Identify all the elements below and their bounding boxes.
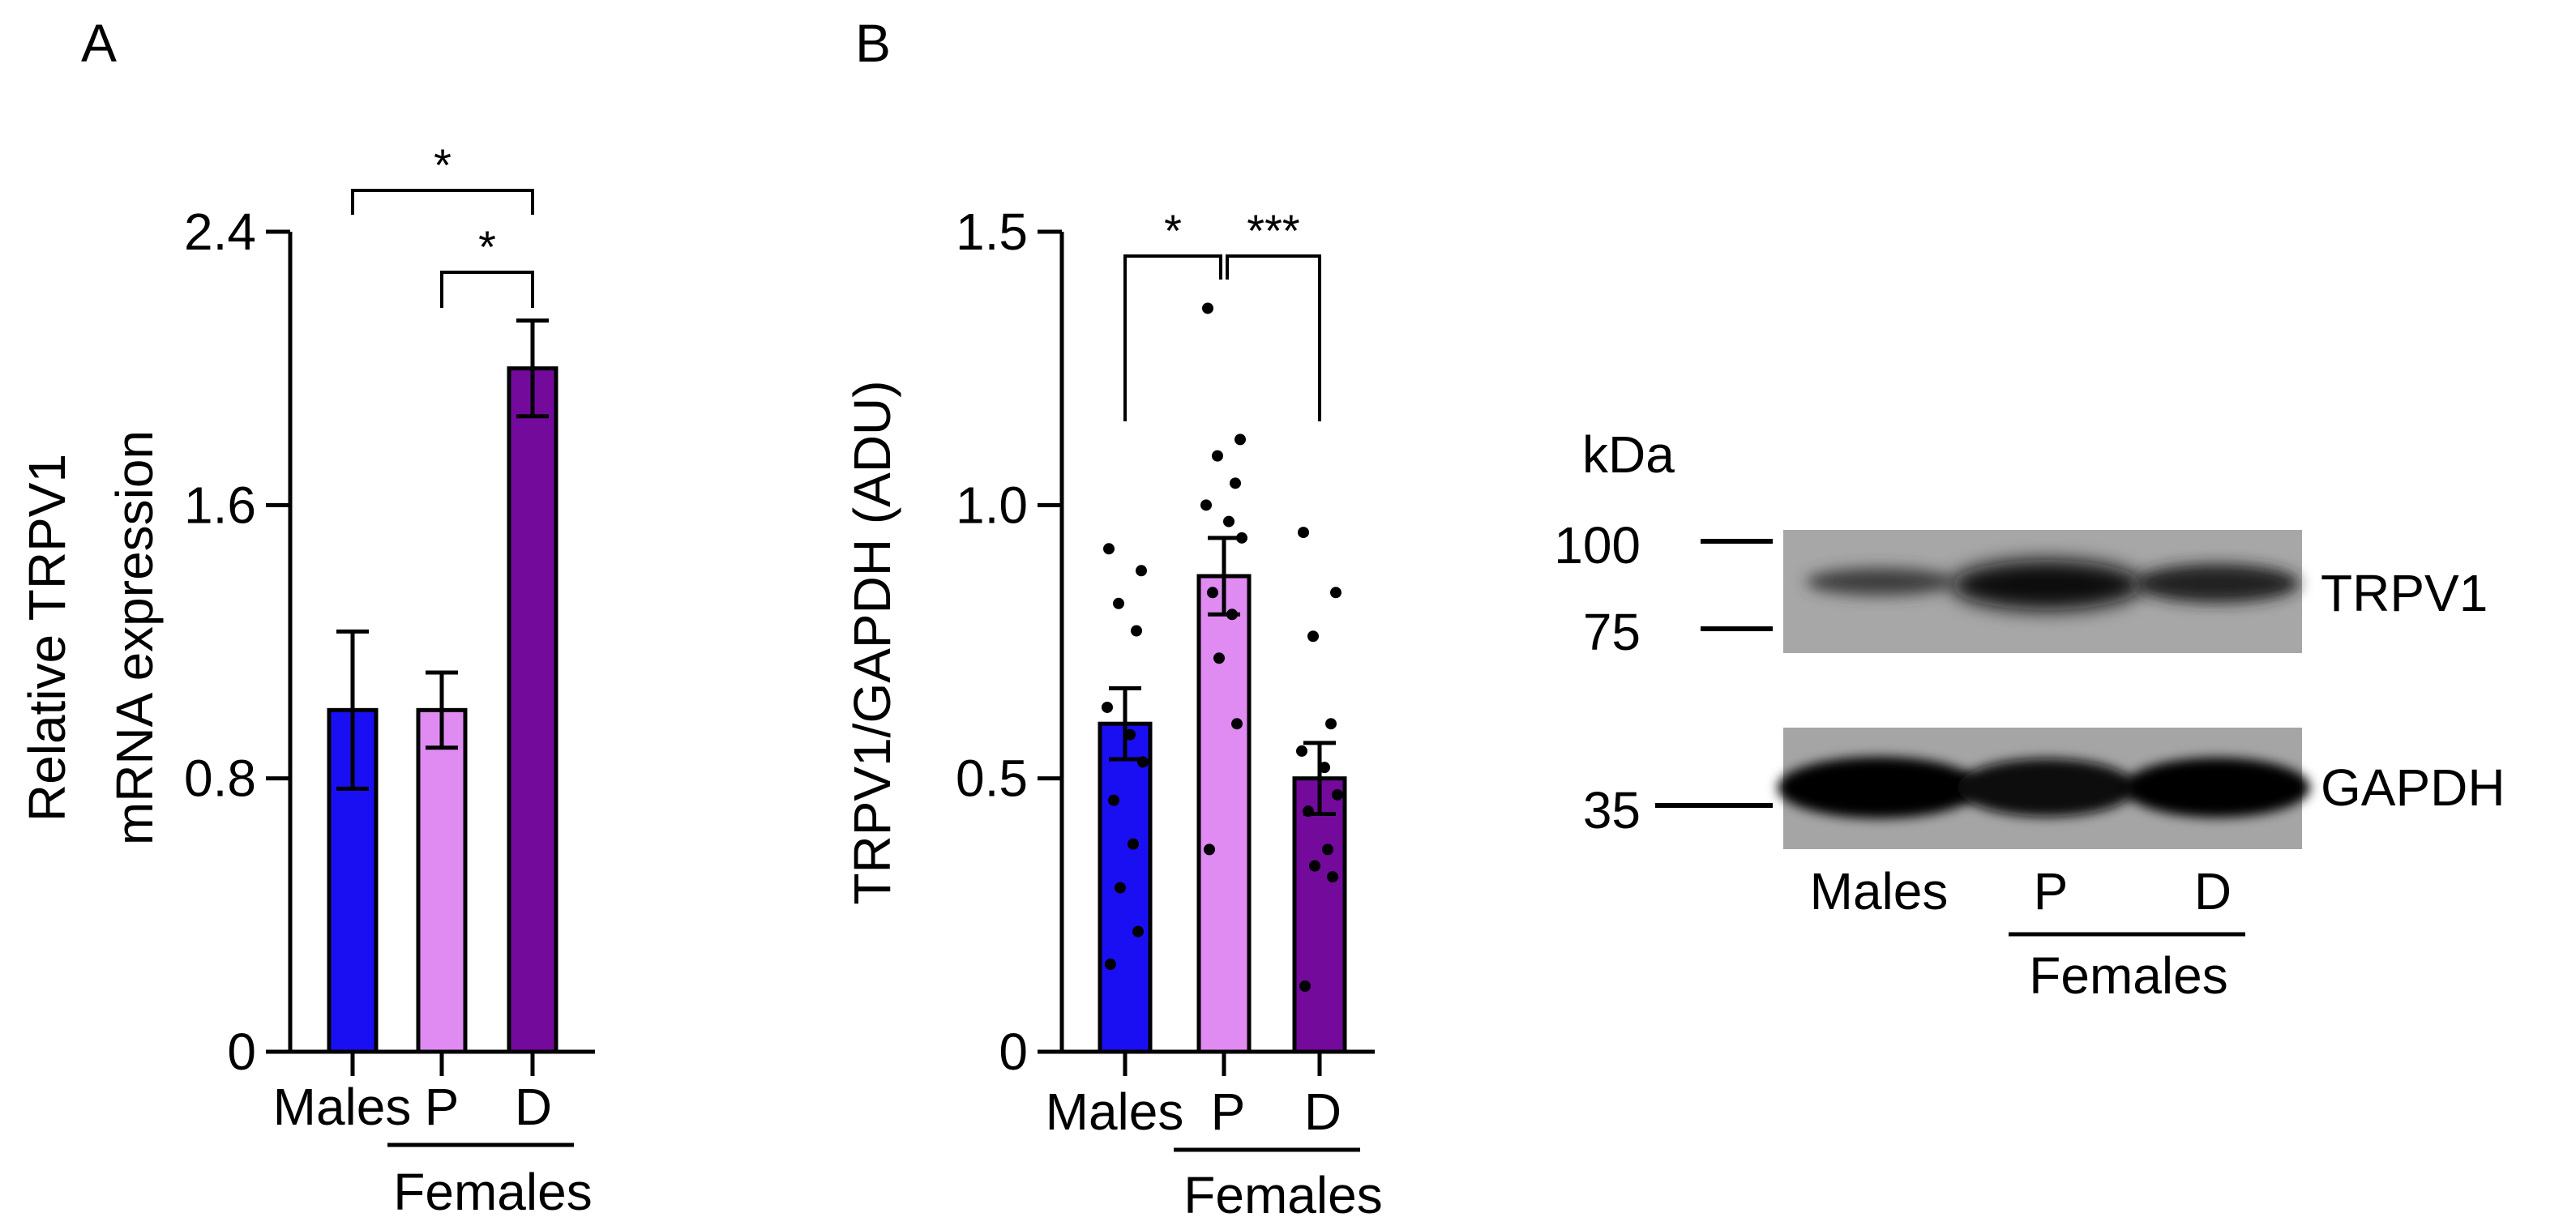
xtick-label-d: D [515,1078,552,1136]
data-point [1332,788,1343,801]
xtick-label-d: D [1304,1083,1341,1141]
data-point [1296,745,1307,757]
chart-a-ylabel-line2: mRNA expression [105,430,164,845]
ytick-label: 0 [227,1023,256,1081]
western-blot: kDa 100 75 35 TRPV1 GAPDH Males P D Fema… [1554,425,2505,1005]
data-point [1307,630,1319,643]
marker-100-label: 100 [1554,516,1641,574]
data-point [1105,959,1116,971]
gapdh-band-label: GAPDH [2321,758,2505,817]
bar-p [1196,574,1252,1054]
significance-bracket [440,271,534,308]
marker-75-label: 75 [1583,603,1641,661]
ytick-label: 0.8 [184,750,256,808]
data-point [1200,499,1212,511]
data-point [1115,882,1126,894]
xtick-label-p: P [425,1078,460,1136]
data-point [1132,925,1144,937]
data-point [1327,871,1338,883]
data-point [1108,794,1119,806]
data-point [1299,980,1311,993]
data-point [1131,625,1142,637]
data-point [1330,587,1341,599]
significance-bracket [1226,254,1321,421]
gapdh-blot-strip [1778,728,2310,849]
significance-bracket [1123,254,1222,421]
panel-a-label: A [81,13,117,73]
trpv1-blot-strip [1783,530,2302,653]
ytick-label: 1.6 [184,476,256,534]
data-point [1103,543,1115,555]
trpv1-band-label: TRPV1 [2321,564,2488,622]
data-point [1236,532,1247,544]
data-point [1235,433,1246,446]
data-point [1322,843,1333,856]
significance-label: * [1164,205,1182,256]
chart-b-ylabel: TRPV1/GAPDH (ADU) [843,380,901,904]
gapdh-band-d [2124,758,2310,818]
blot-lane-males: Males [1810,862,1949,920]
data-point [1207,587,1218,599]
chart-a: Relative TRPV1 mRNA expression 0 0.8 1.6 2.… [18,139,595,1221]
ytick-label: 0 [999,1023,1028,1081]
blot-lane-p: P [2034,862,2069,920]
blot-lane-d: D [2194,862,2232,920]
chart-b-group-label: Females [1183,1166,1382,1224]
blot-kda-label: kDa [1582,425,1675,484]
bar-d [507,366,558,1054]
chart-a-group-label: Females [393,1163,592,1221]
xtick-label-males: Males [1046,1083,1184,1141]
data-point [1102,701,1113,713]
significance-bracket [351,189,534,215]
chart-b: TRPV1/GAPDH (ADU) 00.51.01.5 * *** Males P… [843,203,1383,1224]
gapdh-band-males [1778,757,1980,818]
panel-b-label: B [855,13,891,73]
chart-a-ylabel-line1: Relative TRPV1 [18,454,76,822]
blot-group-label: Females [2029,946,2227,1005]
ytick-label: 2.4 [184,203,256,261]
marker-35-label: 35 [1583,781,1641,839]
data-point [1223,515,1235,527]
significance-label: * [434,139,451,190]
ytick-label: 1.5 [956,203,1028,261]
trpv1-band-d [2134,564,2300,603]
data-point [1202,302,1213,314]
xtick-label-p: P [1211,1083,1246,1141]
ytick-label: 1.0 [956,476,1028,534]
bar-p [416,707,468,1054]
significance-label: * [478,221,496,272]
data-point [1204,843,1215,856]
trpv1-band-p [1951,560,2142,610]
data-point [1325,718,1337,730]
data-point [1230,477,1241,489]
bar-d [1292,776,1347,1054]
data-point [1231,718,1243,730]
ytick-label: 0.5 [956,750,1028,808]
data-point [1212,450,1223,462]
gapdh-band-p [1958,758,2136,817]
data-point [1309,860,1320,872]
data-point [1213,652,1225,664]
data-point [1128,838,1139,850]
data-point [1113,597,1124,609]
data-point [1298,527,1309,539]
xtick-label-males: Males [273,1078,412,1136]
trpv1-band-males [1806,568,1955,596]
data-point [1136,565,1147,577]
significance-label: *** [1247,205,1299,256]
